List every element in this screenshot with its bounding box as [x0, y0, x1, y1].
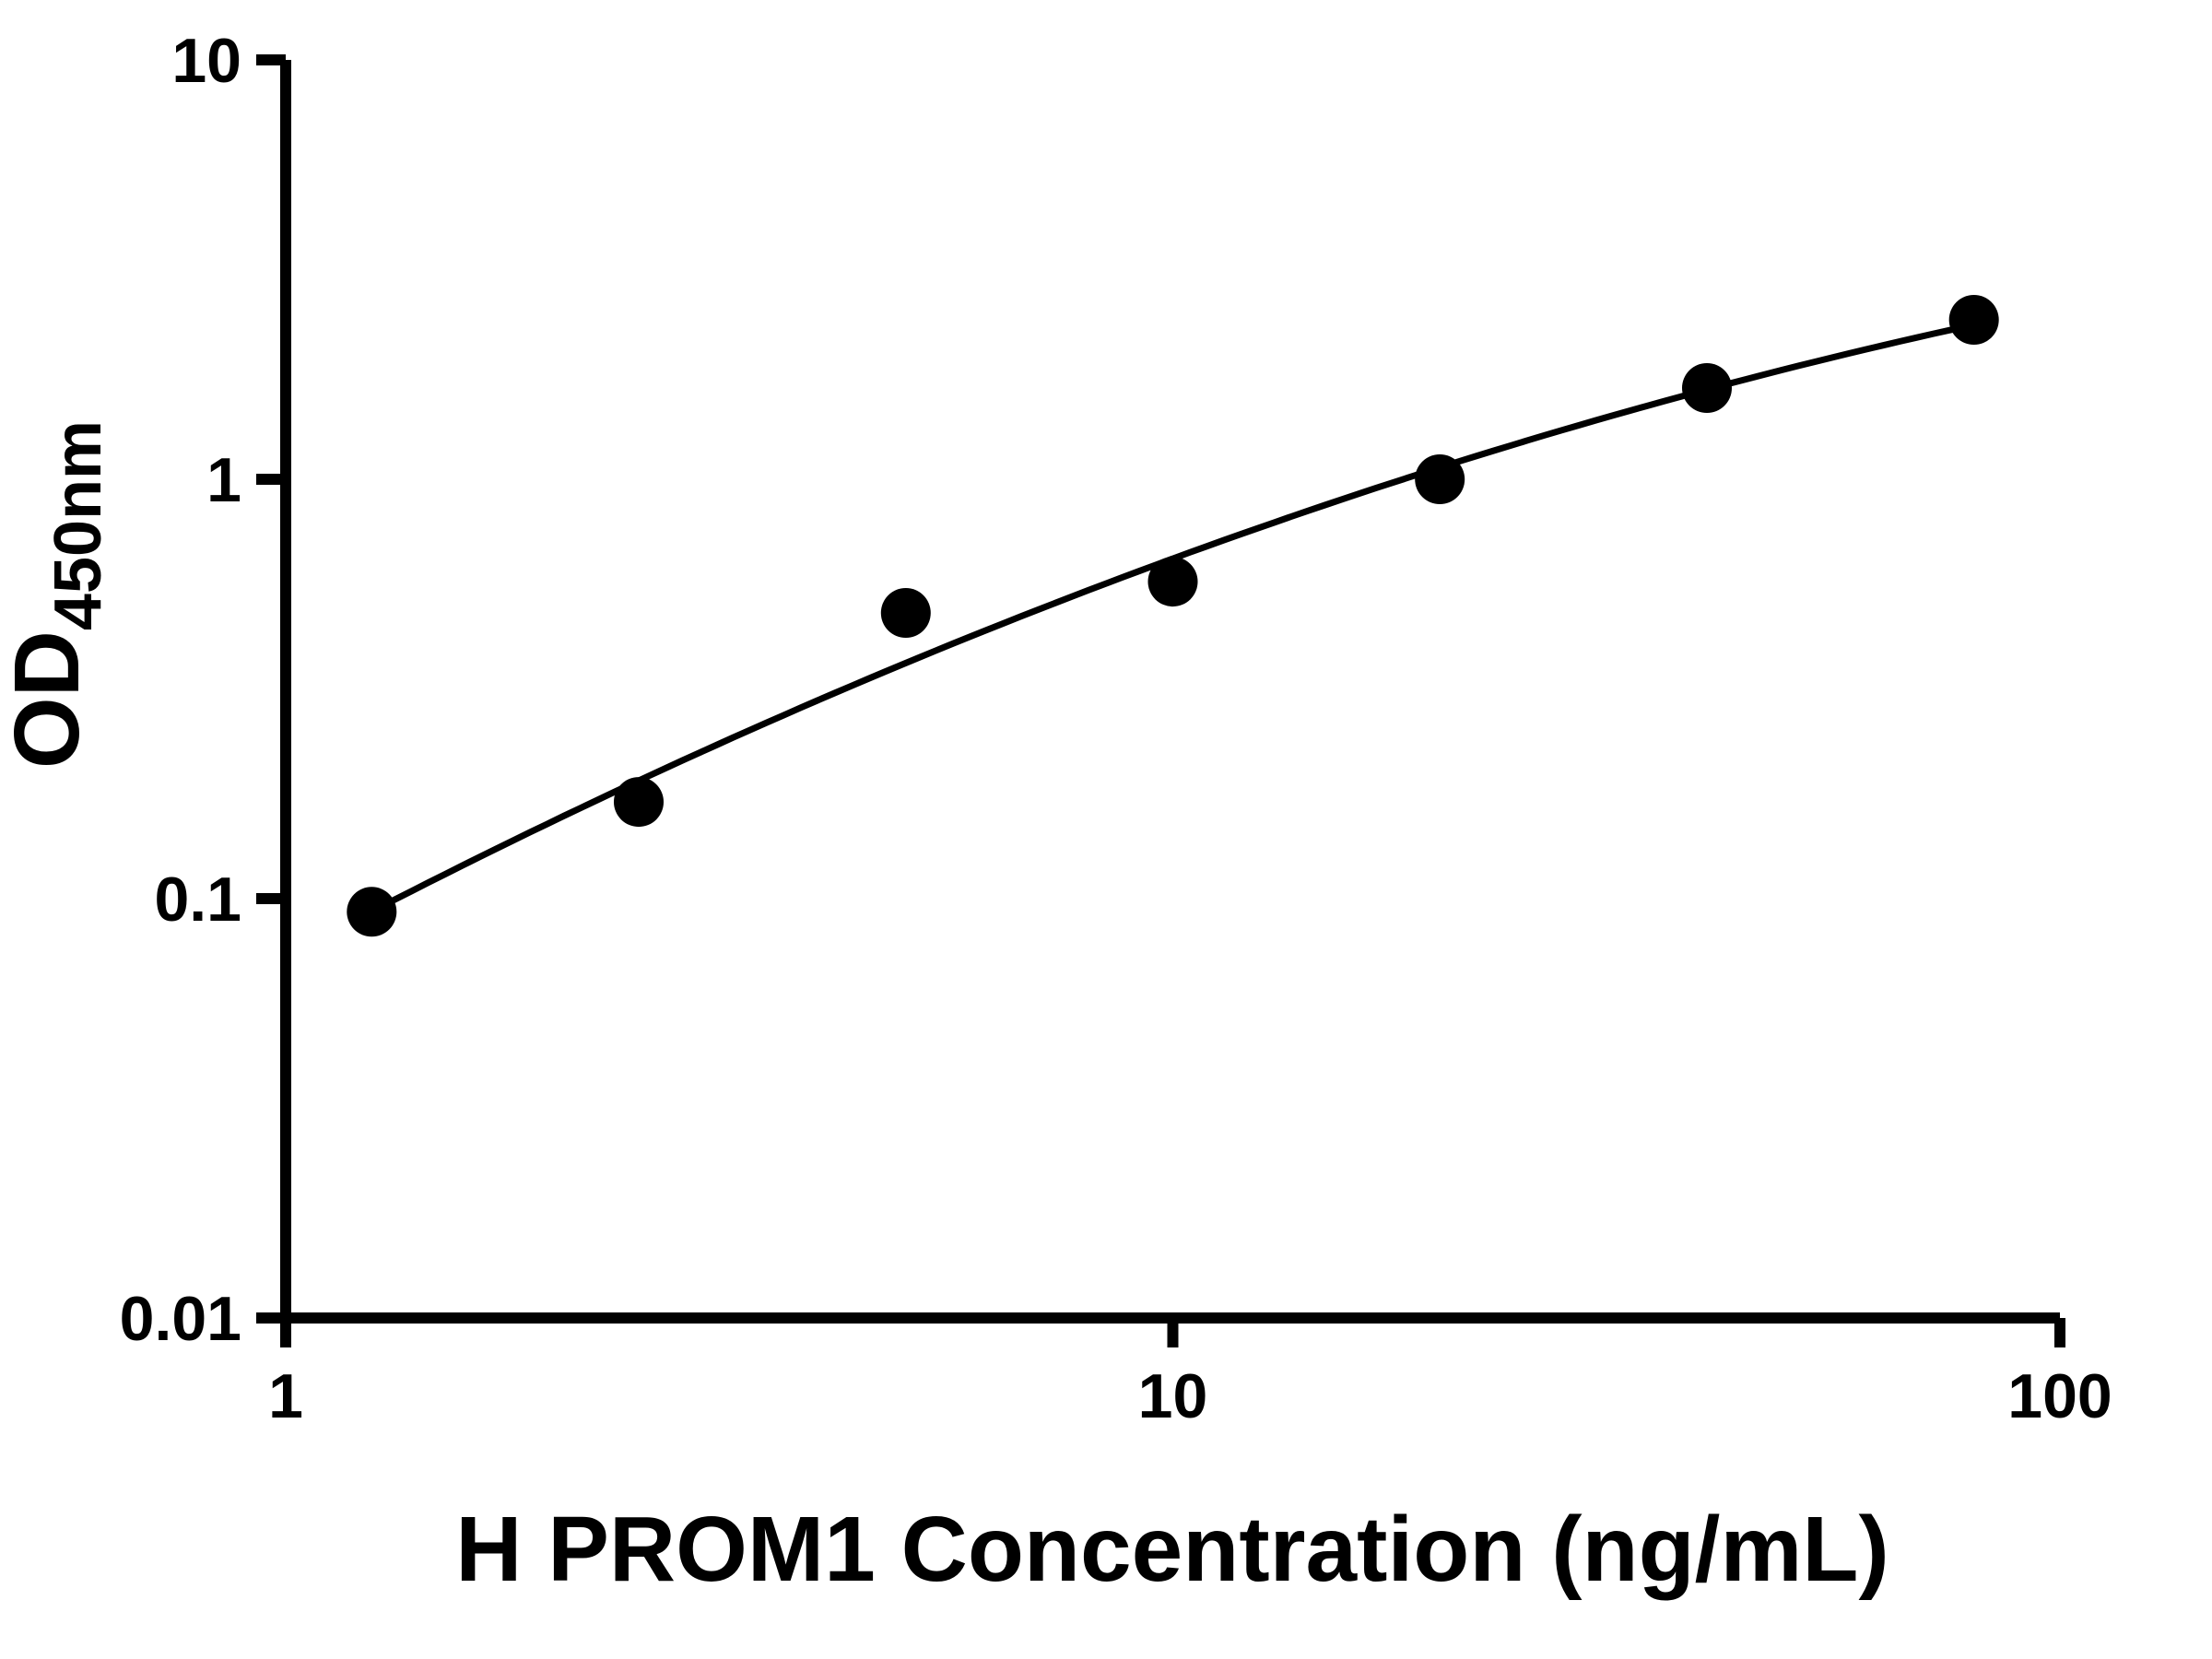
y-axis-title-subscript: 450nm: [41, 420, 115, 630]
y-axis-tick-label: 0.01: [120, 1284, 241, 1354]
y-axis-tick-label: 0.1: [154, 865, 241, 935]
data-point: [1415, 454, 1465, 504]
x-axis-tick-label: 1: [268, 1361, 303, 1431]
data-point: [1147, 557, 1198, 607]
y-axis-tick-label: 10: [171, 26, 241, 96]
axes-layer: 1 10 100 0.01 0.1 1 10: [120, 26, 2112, 1431]
data-point: [1682, 363, 1732, 413]
data-point: [614, 777, 664, 828]
data-point: [1948, 295, 1999, 345]
y-axis-title: OD450nm: [0, 420, 115, 769]
data-point: [880, 588, 931, 638]
y-axis-title-main: OD: [0, 630, 99, 769]
x-axis-title: H PROM1 Concentration (ng/mL): [455, 1498, 1889, 1601]
data-point: [347, 887, 397, 937]
axes-line: [280, 60, 2060, 1324]
y-axis-tick-label: 1: [206, 445, 241, 515]
x-axis-tick-label: 10: [1138, 1361, 1208, 1431]
series-layer: [347, 295, 1999, 937]
x-axis-tick-label: 100: [2007, 1361, 2112, 1431]
fit-curve: [358, 319, 1988, 921]
